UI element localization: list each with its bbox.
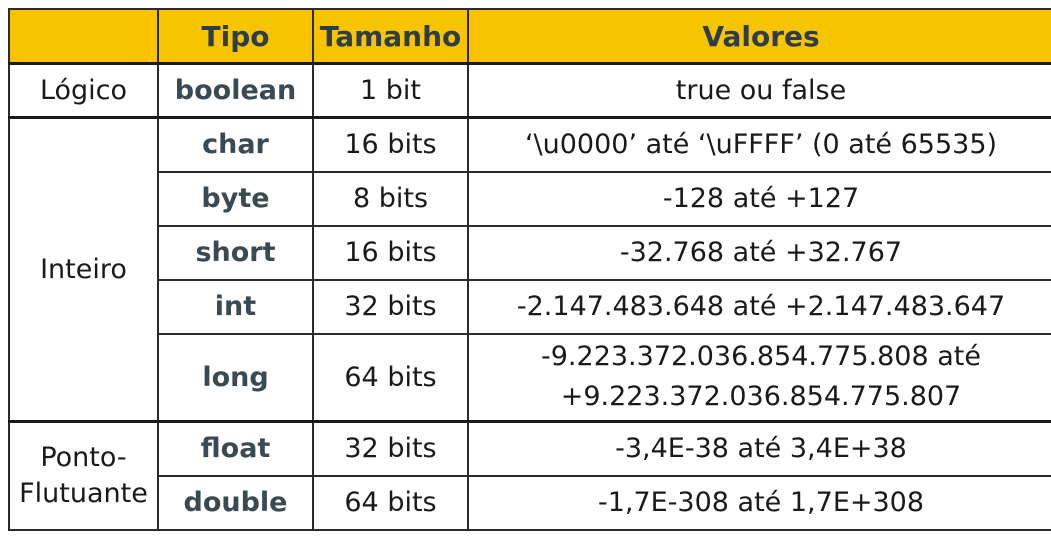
category-ponto-flutuante: Ponto- Flutuante [8,420,159,531]
type-size: 64 bits [312,474,469,531]
type-range-line-1: -9.223.372.036.854.775.808 até [541,341,981,373]
table-header-row: Tipo Tamanho Valores [8,8,1051,65]
type-range: -2.147.483.648 até +2.147.483.647 [467,278,1051,335]
category-line-1: Ponto- [40,441,127,473]
type-size: 16 bits [312,224,469,281]
type-name: int [157,278,314,335]
type-range: ‘\u0000’ até ‘\uFFFF’ (0 até 65535) [467,116,1051,173]
primitive-types-table-container: Tipo Tamanho Valores Lógico boolean 1 bi… [8,8,1051,531]
type-size: 8 bits [312,170,469,227]
primitive-types-table: Tipo Tamanho Valores Lógico boolean 1 bi… [8,8,1051,531]
type-name: double [157,474,314,531]
type-size: 16 bits [312,116,469,173]
category-line-2: Flutuante [19,477,148,509]
type-size: 32 bits [312,420,469,477]
type-name: boolean [157,62,314,119]
header-blank-cell [8,8,159,65]
type-name: byte [157,170,314,227]
type-range: -3,4E-38 até 3,4E+38 [467,420,1051,477]
header-valores: Valores [467,8,1051,65]
type-range: -9.223.372.036.854.775.808 até +9.223.37… [467,332,1051,423]
table-row: byte 8 bits -128 até +127 [9,170,1051,227]
table-row: long 64 bits -9.223.372.036.854.775.808 … [9,332,1051,423]
table-row: double 64 bits -1,7E-308 até 1,7E+308 [9,474,1051,531]
table-row: Lógico boolean 1 bit true ou false [8,62,1051,119]
type-name: char [157,116,314,173]
type-range: -32.768 até +32.767 [467,224,1051,281]
type-name: short [157,224,314,281]
category-inteiro: Inteiro [8,116,159,423]
table-row: int 32 bits -2.147.483.648 até +2.147.48… [9,278,1051,335]
type-range: -1,7E-308 até 1,7E+308 [467,474,1051,531]
type-size: 1 bit [312,62,469,119]
type-size: 64 bits [312,332,469,423]
type-name: float [157,420,314,477]
type-size: 32 bits [312,278,469,335]
type-range: -128 até +127 [467,170,1051,227]
type-name: long [157,332,314,423]
category-logico: Lógico [8,62,159,119]
table-row: Ponto- Flutuante float 32 bits -3,4E-38 … [8,420,1051,531]
type-range: true ou false [467,62,1051,119]
header-tamanho: Tamanho [312,8,469,65]
table-row: Inteiro char 16 bits ‘\u0000’ até ‘\uFFF… [8,116,1051,423]
table-row: short 16 bits -32.768 até +32.767 [9,224,1051,281]
type-range-line-2: +9.223.372.036.854.775.807 [560,381,962,413]
header-tipo: Tipo [157,8,314,65]
